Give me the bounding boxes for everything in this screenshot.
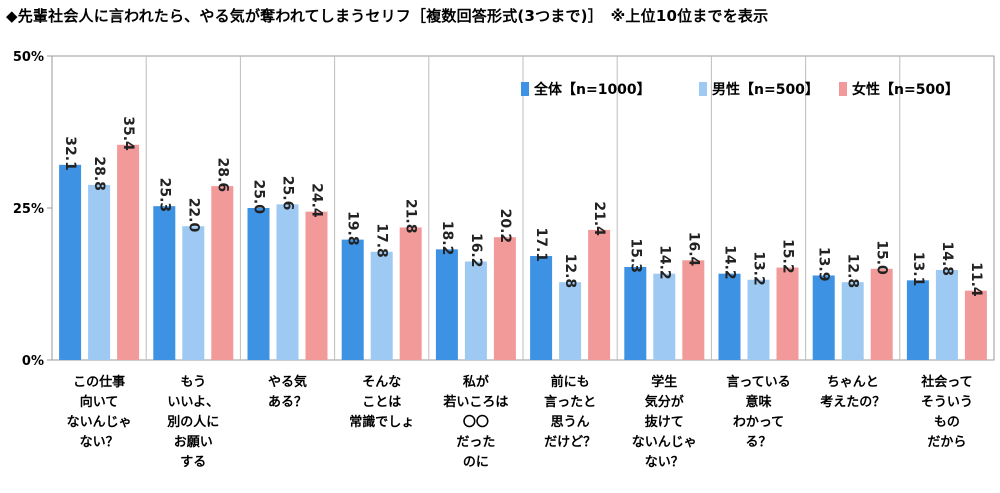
x-category-label: この仕事向いてないんじゃない？ — [67, 374, 132, 450]
bar-total — [341, 239, 364, 360]
bar-total — [247, 208, 270, 360]
data-label: 11.4 — [968, 262, 984, 297]
x-category-label: 前にも言ったと思うんだけど？ — [544, 374, 596, 450]
data-label: 13.1 — [910, 252, 926, 287]
bar-female — [964, 290, 987, 360]
chart-title: ◆先輩社会人に言われたら、やる気が奪われてしまうセリフ［複数回答形式(3つまで)… — [6, 7, 769, 25]
data-label: 18.2 — [439, 221, 455, 256]
legend-swatch — [699, 82, 707, 96]
bar-female — [117, 144, 140, 360]
y-tick-label: 0% — [22, 354, 44, 369]
data-label: 15.0 — [874, 240, 890, 275]
bar-total — [906, 280, 929, 360]
bar-male — [747, 279, 770, 360]
legend-swatch — [839, 82, 847, 96]
bar-female — [870, 268, 893, 360]
x-category-label: そんなことは常識でしょ — [349, 375, 414, 430]
data-label: 17.1 — [533, 227, 549, 262]
x-category-label: 学生気分が抜けてないんじゃない？ — [632, 374, 697, 470]
x-category-label: ちゃんと考えたの？ — [820, 375, 885, 410]
bar-total — [59, 164, 82, 360]
legend-label: 男性【n=500】 — [712, 81, 819, 98]
data-label: 25.6 — [280, 176, 296, 211]
bar-male — [276, 204, 299, 360]
legend-label: 全体【n=1000】 — [533, 81, 651, 98]
data-label: 25.0 — [251, 179, 267, 214]
bar-male — [653, 273, 676, 360]
data-label: 24.4 — [309, 183, 325, 218]
bar-female — [399, 227, 422, 360]
data-label: 20.2 — [497, 209, 513, 244]
bar-total — [812, 275, 835, 360]
data-label: 22.0 — [185, 198, 201, 233]
data-label: 19.8 — [345, 211, 361, 246]
bar-female — [682, 260, 705, 360]
bar-total — [435, 249, 458, 360]
data-label: 14.2 — [656, 245, 672, 280]
bar-male — [370, 251, 393, 360]
bar-female — [305, 211, 328, 360]
data-label: 15.3 — [627, 238, 643, 273]
data-label: 16.2 — [468, 233, 484, 268]
bar-male — [935, 270, 958, 360]
bar-female — [211, 186, 234, 360]
data-label: 12.8 — [845, 254, 861, 289]
data-label: 13.9 — [816, 247, 832, 282]
bar-total — [624, 266, 647, 360]
data-label: 25.3 — [156, 178, 172, 213]
y-tick-label: 25% — [13, 202, 44, 217]
x-category-label: やる気ある？ — [268, 374, 307, 410]
data-label: 14.2 — [722, 245, 738, 280]
bar-female — [776, 267, 799, 360]
bar-male — [559, 282, 582, 360]
data-label: 17.8 — [374, 223, 390, 258]
bar-female — [588, 229, 611, 360]
data-label: 16.4 — [685, 232, 701, 267]
bar-total — [530, 256, 553, 360]
y-tick-label: 50% — [13, 50, 44, 65]
bar-female — [493, 237, 516, 360]
data-label: 28.8 — [91, 156, 107, 191]
x-category-label: 私が若いころは〇〇だったのに — [442, 374, 508, 470]
data-label: 13.2 — [751, 251, 767, 286]
x-category-label: 言っている意味わかってる？ — [726, 374, 790, 450]
bar-total — [153, 206, 176, 360]
x-category-label: 社会ってそういうものだから — [920, 374, 973, 450]
data-label: 32.1 — [62, 136, 78, 171]
bar-male — [464, 261, 487, 360]
legend-swatch — [521, 82, 529, 96]
bar-male — [841, 282, 864, 360]
data-label: 14.8 — [939, 241, 955, 276]
x-category-label: もういいよ、別の人にお願いする — [166, 375, 219, 470]
bar-male — [88, 184, 111, 360]
data-label: 21.8 — [403, 199, 419, 234]
bar-male — [182, 226, 205, 360]
data-label: 28.6 — [214, 158, 230, 193]
data-label: 12.8 — [562, 254, 578, 289]
data-label: 35.4 — [120, 116, 136, 151]
data-label: 15.2 — [780, 239, 796, 274]
bar-total — [718, 273, 741, 360]
legend-label: 女性【n=500】 — [852, 81, 959, 98]
data-label: 21.4 — [591, 201, 607, 236]
